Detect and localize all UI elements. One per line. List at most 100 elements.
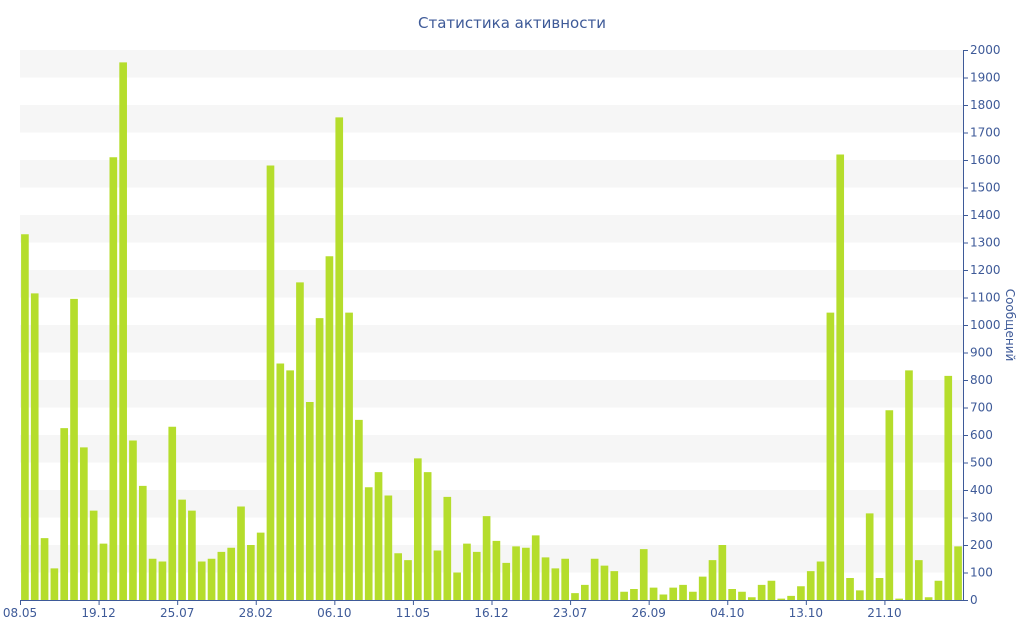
- bar-52[interactable]: [531, 535, 540, 601]
- bar-48[interactable]: [492, 540, 501, 601]
- bar-68[interactable]: [689, 591, 697, 600]
- bar-31[interactable]: [325, 256, 334, 600]
- bar-37[interactable]: [384, 495, 393, 601]
- bar-11[interactable]: [129, 440, 137, 601]
- bar-84[interactable]: [846, 578, 854, 600]
- bar-83[interactable]: [836, 154, 845, 601]
- bar-75[interactable]: [757, 584, 766, 601]
- bar-93[interactable]: [934, 580, 943, 600]
- bar-65[interactable]: [659, 594, 668, 601]
- bar-87[interactable]: [875, 578, 884, 600]
- bar-21[interactable]: [227, 547, 236, 600]
- bar-26[interactable]: [276, 363, 285, 601]
- bar-74[interactable]: [747, 597, 756, 600]
- x-tick-label: 06.10: [317, 606, 351, 620]
- x-tick-label: 28.02: [239, 606, 273, 620]
- bar-69[interactable]: [698, 576, 707, 601]
- bar-76[interactable]: [767, 580, 776, 600]
- bar-32[interactable]: [335, 117, 344, 600]
- bar-47[interactable]: [482, 516, 491, 601]
- bar-40[interactable]: [414, 458, 422, 601]
- bar-92[interactable]: [924, 597, 933, 600]
- bar-30[interactable]: [315, 318, 324, 601]
- y-tick-label: 1000: [970, 318, 1001, 332]
- bar-8[interactable]: [99, 543, 108, 601]
- bar-49[interactable]: [502, 562, 511, 601]
- bar-77[interactable]: [777, 598, 786, 601]
- bar-51[interactable]: [522, 547, 530, 600]
- bar-79[interactable]: [797, 586, 805, 600]
- bar-88[interactable]: [885, 410, 894, 600]
- bar-12[interactable]: [138, 485, 147, 601]
- bar-94[interactable]: [944, 375, 953, 601]
- bar-89[interactable]: [895, 598, 903, 601]
- bar-95[interactable]: [954, 546, 962, 601]
- bar-7[interactable]: [89, 510, 98, 601]
- bar-19[interactable]: [207, 558, 216, 600]
- bar-41[interactable]: [423, 472, 432, 601]
- bar-38[interactable]: [394, 553, 403, 600]
- bar-90[interactable]: [905, 370, 913, 601]
- grid-band: [20, 435, 963, 463]
- bar-24[interactable]: [256, 532, 265, 601]
- bar-10[interactable]: [119, 62, 127, 601]
- bar-9[interactable]: [109, 157, 118, 600]
- bar-16[interactable]: [178, 499, 186, 601]
- bar-62[interactable]: [630, 589, 638, 600]
- bar-27[interactable]: [286, 370, 294, 601]
- bar-80[interactable]: [806, 571, 815, 601]
- bar-17[interactable]: [188, 510, 196, 601]
- bar-46[interactable]: [472, 551, 481, 601]
- bar-29[interactable]: [305, 402, 314, 600]
- bar-28[interactable]: [296, 282, 304, 601]
- bar-22[interactable]: [237, 506, 245, 601]
- bar-2[interactable]: [40, 538, 49, 601]
- bar-85[interactable]: [856, 590, 864, 601]
- bar-39[interactable]: [404, 560, 412, 601]
- bar-66[interactable]: [669, 587, 678, 601]
- bar-58[interactable]: [590, 558, 599, 600]
- bar-36[interactable]: [374, 472, 383, 601]
- bar-45[interactable]: [463, 543, 471, 601]
- bar-54[interactable]: [551, 568, 560, 601]
- bar-61[interactable]: [620, 591, 628, 600]
- bar-55[interactable]: [561, 558, 569, 600]
- bar-25[interactable]: [266, 165, 275, 601]
- bar-4[interactable]: [60, 428, 69, 601]
- bar-64[interactable]: [649, 587, 658, 601]
- bar-0[interactable]: [21, 234, 29, 600]
- bar-44[interactable]: [453, 572, 461, 601]
- bar-3[interactable]: [50, 568, 59, 601]
- bar-43[interactable]: [443, 496, 452, 601]
- bar-15[interactable]: [168, 426, 177, 600]
- bar-42[interactable]: [433, 550, 442, 601]
- bar-86[interactable]: [865, 513, 874, 601]
- bar-91[interactable]: [914, 560, 923, 601]
- bar-5[interactable]: [70, 298, 78, 601]
- bar-33[interactable]: [345, 312, 353, 601]
- bar-6[interactable]: [80, 447, 88, 601]
- bar-13[interactable]: [148, 558, 157, 600]
- bar-70[interactable]: [708, 560, 717, 601]
- bar-20[interactable]: [217, 551, 226, 601]
- bar-59[interactable]: [600, 565, 609, 601]
- bar-53[interactable]: [541, 557, 550, 601]
- bar-35[interactable]: [364, 487, 373, 600]
- bar-14[interactable]: [158, 561, 167, 601]
- bar-18[interactable]: [197, 561, 206, 601]
- bar-23[interactable]: [247, 545, 255, 600]
- bar-1[interactable]: [30, 293, 39, 601]
- bar-67[interactable]: [679, 584, 687, 601]
- bar-78[interactable]: [787, 595, 795, 601]
- bar-72[interactable]: [728, 589, 736, 600]
- bar-63[interactable]: [639, 549, 648, 601]
- bar-34[interactable]: [355, 419, 363, 601]
- bar-60[interactable]: [610, 571, 619, 601]
- bar-56[interactable]: [571, 593, 579, 601]
- bar-50[interactable]: [512, 546, 520, 601]
- bar-71[interactable]: [718, 545, 727, 600]
- bar-73[interactable]: [738, 591, 746, 600]
- bar-81[interactable]: [816, 561, 825, 601]
- bar-82[interactable]: [826, 312, 835, 601]
- bar-57[interactable]: [580, 584, 589, 601]
